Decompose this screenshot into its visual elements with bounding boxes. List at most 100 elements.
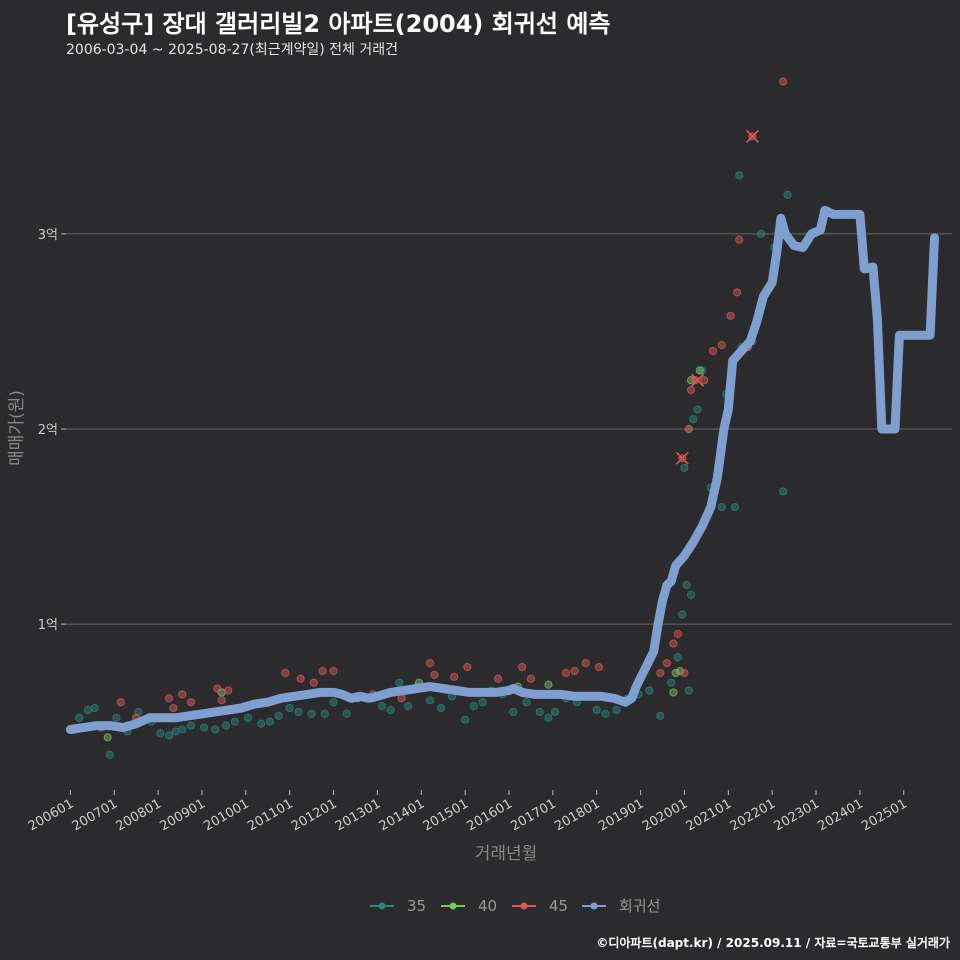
point-45 bbox=[397, 694, 406, 703]
scatter-points bbox=[75, 77, 792, 759]
point-35 bbox=[342, 709, 351, 718]
x-tick-label: 202001 bbox=[640, 796, 690, 834]
point-45 bbox=[526, 674, 536, 683]
x-tick-label: 201201 bbox=[289, 796, 339, 834]
x-axis-title: 거래년월 bbox=[475, 844, 538, 864]
point-45 bbox=[708, 346, 718, 356]
x-tick-label: 202201 bbox=[728, 796, 778, 834]
point-45 bbox=[680, 668, 689, 678]
point-45 bbox=[691, 376, 700, 385]
point-35 bbox=[645, 686, 654, 695]
point-45 bbox=[430, 670, 439, 679]
point-35 bbox=[717, 502, 726, 512]
x-tick-label: 200901 bbox=[157, 796, 207, 834]
point-45 bbox=[217, 696, 226, 705]
x-tick-label: 201601 bbox=[465, 796, 515, 834]
point-35 bbox=[522, 698, 531, 707]
outlier-x-marker bbox=[691, 373, 705, 387]
source-caption: ©디아파트(dapt.kr) / 2025.09.11 / 자료=국토교통부 실… bbox=[596, 936, 950, 950]
point-35 bbox=[75, 713, 84, 722]
point-45 bbox=[686, 385, 696, 395]
point-35 bbox=[230, 717, 239, 726]
point-35 bbox=[377, 701, 386, 711]
legend-item-45: 45 bbox=[512, 897, 568, 915]
point-35 bbox=[693, 405, 702, 414]
point-45 bbox=[169, 703, 178, 713]
legend-label: 45 bbox=[549, 897, 568, 915]
x-tick-label: 201401 bbox=[377, 796, 427, 834]
point-35 bbox=[667, 678, 676, 687]
point-35 bbox=[211, 725, 220, 734]
point-35 bbox=[90, 703, 99, 713]
point-35 bbox=[689, 415, 698, 424]
point-45 bbox=[450, 672, 459, 681]
point-35 bbox=[686, 590, 696, 599]
point-45 bbox=[318, 666, 327, 676]
point-35 bbox=[550, 707, 560, 717]
point-45 bbox=[726, 311, 735, 320]
chart-title: [유성구] 장대 갤러리빌2 아파트(2004) 회귀선 예측 bbox=[66, 10, 611, 38]
x-tick-label: 202401 bbox=[815, 796, 865, 834]
x-tick-label: 200701 bbox=[70, 796, 120, 834]
point-35 bbox=[601, 709, 610, 718]
point-35 bbox=[535, 707, 544, 717]
point-45 bbox=[732, 288, 742, 297]
legend-key-dot bbox=[590, 902, 598, 910]
x-tick-label: 201101 bbox=[245, 796, 295, 834]
x-tick-label: 202301 bbox=[772, 796, 822, 834]
point-35 bbox=[680, 463, 689, 473]
point-35 bbox=[105, 750, 114, 759]
point-35 bbox=[386, 705, 395, 715]
point-45 bbox=[296, 674, 305, 683]
point-35 bbox=[285, 703, 294, 713]
legend-item-회귀선: 회귀선 bbox=[582, 897, 660, 915]
x-tick-label: 200601 bbox=[26, 796, 76, 834]
point-35 bbox=[735, 171, 744, 180]
point-45 bbox=[779, 77, 788, 86]
point-45 bbox=[164, 694, 174, 703]
point-40 bbox=[671, 668, 680, 678]
point-35 bbox=[178, 725, 187, 734]
point-45 bbox=[463, 662, 472, 672]
point-35 bbox=[478, 698, 487, 707]
point-40 bbox=[686, 376, 696, 385]
point-45 bbox=[116, 698, 125, 707]
point-35 bbox=[156, 729, 165, 738]
point-35 bbox=[697, 366, 707, 375]
point-35 bbox=[612, 705, 621, 715]
point-35 bbox=[274, 711, 283, 720]
point-35 bbox=[307, 709, 316, 718]
point-45 bbox=[518, 662, 527, 672]
x-tick-label: 201901 bbox=[596, 796, 646, 834]
point-45 bbox=[673, 629, 682, 638]
point-45 bbox=[717, 340, 726, 350]
point-35 bbox=[257, 719, 266, 728]
point-45 bbox=[178, 690, 187, 699]
legend-item-40: 40 bbox=[441, 897, 497, 915]
point-40 bbox=[675, 666, 685, 676]
point-35 bbox=[200, 723, 209, 732]
point-35 bbox=[544, 713, 553, 722]
x-axis-ticks: 2006012007012008012009012010012011012012… bbox=[26, 790, 910, 834]
legend: 35 40 45 회귀선 bbox=[370, 897, 660, 915]
point-45 bbox=[329, 666, 338, 676]
x-tick-label: 202501 bbox=[859, 796, 909, 834]
point-40 bbox=[695, 366, 704, 375]
point-35 bbox=[461, 715, 470, 724]
point-35 bbox=[783, 190, 792, 199]
point-35 bbox=[320, 709, 329, 718]
point-35 bbox=[779, 487, 788, 496]
point-45 bbox=[700, 376, 709, 385]
point-45 bbox=[309, 678, 318, 687]
point-35 bbox=[265, 717, 275, 726]
point-45 bbox=[662, 659, 672, 668]
x-tick-label: 200801 bbox=[114, 796, 164, 834]
x-tick-label: 202101 bbox=[684, 796, 734, 834]
regression-line bbox=[65, 205, 939, 734]
point-40 bbox=[103, 733, 112, 742]
point-35 bbox=[186, 721, 196, 730]
point-40 bbox=[669, 688, 678, 697]
point-35 bbox=[469, 701, 479, 711]
outlier-x-marker bbox=[675, 451, 689, 465]
x-tick-label: 201701 bbox=[508, 796, 558, 834]
